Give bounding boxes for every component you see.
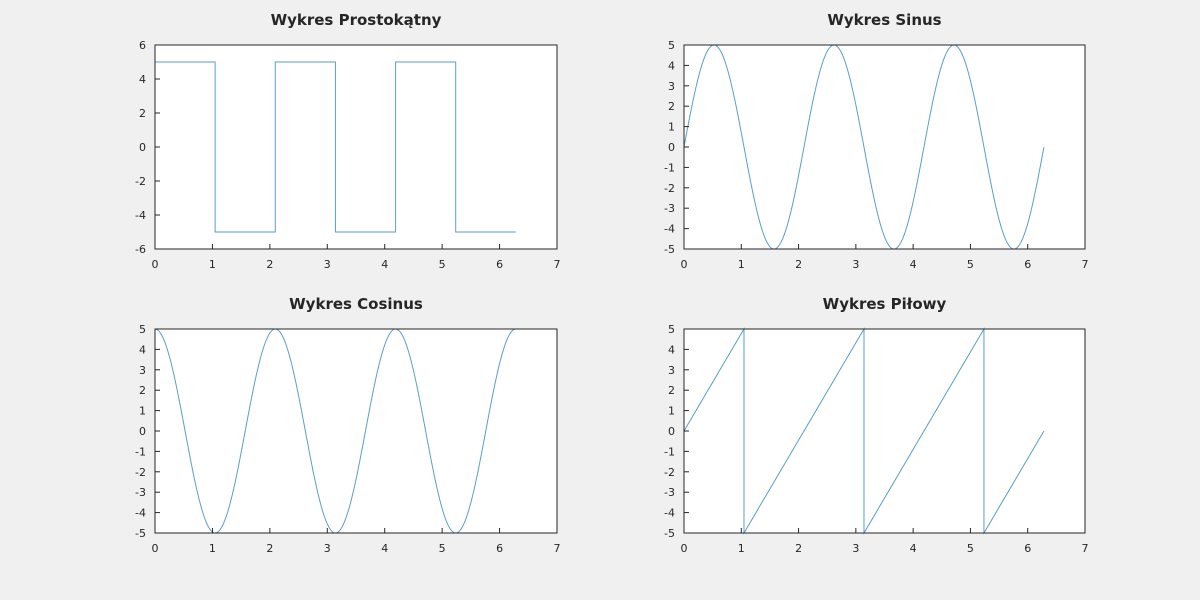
x-tick-label: 4 bbox=[910, 258, 917, 271]
y-tick-label: 4 bbox=[668, 343, 675, 356]
x-tick-label: 0 bbox=[681, 258, 688, 271]
y-tick-label: 2 bbox=[139, 107, 146, 120]
plot-area bbox=[155, 329, 557, 533]
y-tick-label: 3 bbox=[139, 364, 146, 377]
subplot-square: 0 1 2 3 4 5 6 7 -6 -4 -2 0 2 4 6 Wykres Prostokątny bbox=[135, 11, 560, 271]
y-tick-label: -4 bbox=[664, 507, 675, 520]
y-tick-label: -4 bbox=[135, 209, 146, 222]
series-line bbox=[155, 61, 516, 233]
x-tick-label: 2 bbox=[795, 542, 802, 555]
x-tick-label: 5 bbox=[439, 542, 446, 555]
y-tick-label: 3 bbox=[668, 80, 675, 93]
x-tick-label: 1 bbox=[209, 258, 216, 271]
y-tick-label: 5 bbox=[668, 323, 675, 336]
y-tick-label: -1 bbox=[664, 161, 675, 174]
y-tick-label: 4 bbox=[139, 73, 146, 86]
x-tick-label: 6 bbox=[496, 542, 503, 555]
y-tick-label: 2 bbox=[139, 384, 146, 397]
y-tick-label: 3 bbox=[668, 364, 675, 377]
x-tick-label: 4 bbox=[381, 258, 388, 271]
series-line bbox=[683, 327, 1045, 535]
x-tick-label: 1 bbox=[209, 542, 216, 555]
x-tick-label: 5 bbox=[967, 542, 974, 555]
y-tick-label: 0 bbox=[668, 425, 675, 438]
subplot-sine: 0 1 2 3 4 5 6 7 -5 -4 -3 -2 -1 0 1 2 3 4 5 Wykres Sinus bbox=[664, 11, 1088, 271]
y-tick-label: 2 bbox=[668, 100, 675, 113]
y-tick-label: -2 bbox=[664, 182, 675, 195]
x-tick-label: 4 bbox=[910, 542, 917, 555]
x-tick-label: 0 bbox=[681, 542, 688, 555]
y-tick-label: -1 bbox=[664, 445, 675, 458]
y-tick-label: -3 bbox=[135, 486, 146, 499]
y-tick-label: -4 bbox=[135, 507, 146, 520]
y-tick-label: 0 bbox=[668, 141, 675, 154]
x-tick-label: 5 bbox=[967, 258, 974, 271]
x-tick-label: 7 bbox=[554, 542, 561, 555]
y-tick-label: 4 bbox=[139, 343, 146, 356]
y-tick-label: 5 bbox=[139, 323, 146, 336]
y-tick-label: 1 bbox=[139, 405, 146, 418]
x-tick-label: 1 bbox=[738, 542, 745, 555]
x-tick-label: 3 bbox=[324, 258, 331, 271]
y-tick-label: -3 bbox=[664, 486, 675, 499]
y-tick-label: -6 bbox=[135, 243, 146, 256]
chart-title: Wykres Piłowy bbox=[823, 295, 947, 313]
x-tick-label: 7 bbox=[1082, 542, 1089, 555]
chart-title: Wykres Sinus bbox=[827, 11, 941, 29]
x-tick-label: 2 bbox=[266, 258, 273, 271]
y-tick-label: 5 bbox=[668, 39, 675, 52]
x-tick-label: 7 bbox=[1082, 258, 1089, 271]
y-tick-label: 6 bbox=[139, 39, 146, 52]
x-tick-label: 6 bbox=[496, 258, 503, 271]
y-tick-label: -5 bbox=[135, 527, 146, 540]
x-tick-label: 2 bbox=[795, 258, 802, 271]
x-tick-label: 3 bbox=[852, 258, 859, 271]
chart-title: Wykres Prostokątny bbox=[271, 11, 442, 29]
y-tick-label: -2 bbox=[135, 175, 146, 188]
y-tick-label: 2 bbox=[668, 384, 675, 397]
y-tick-label: 1 bbox=[668, 121, 675, 134]
y-tick-label: 1 bbox=[668, 405, 675, 418]
x-tick-label: 7 bbox=[554, 258, 561, 271]
x-tick-label: 3 bbox=[324, 542, 331, 555]
y-tick-label: -3 bbox=[664, 202, 675, 215]
x-tick-label: 4 bbox=[381, 542, 388, 555]
y-tick-label: 0 bbox=[139, 141, 146, 154]
y-tick-label: -2 bbox=[664, 466, 675, 479]
x-tick-label: 0 bbox=[152, 258, 159, 271]
y-tick-label: -1 bbox=[135, 445, 146, 458]
series-line bbox=[683, 44, 1045, 250]
x-tick-label: 6 bbox=[1024, 258, 1031, 271]
y-tick-label: -5 bbox=[664, 527, 675, 540]
y-tick-label: -4 bbox=[664, 223, 675, 236]
plot-area bbox=[684, 45, 1085, 249]
plot-area bbox=[155, 45, 557, 249]
subplot-sawtooth: 0 1 2 3 4 5 6 7 -5 -4 -3 -2 -1 0 1 2 3 4 5 Wykres Piłowy bbox=[664, 295, 1088, 555]
x-tick-label: 5 bbox=[439, 258, 446, 271]
x-tick-label: 0 bbox=[152, 542, 159, 555]
chart-title: Wykres Cosinus bbox=[289, 295, 423, 313]
y-tick-label: 4 bbox=[668, 59, 675, 72]
subplot-cosine: 0 1 2 3 4 5 6 7 -5 -4 -3 -2 -1 0 1 2 3 4 5 Wykres Cosinus bbox=[135, 295, 560, 555]
x-tick-label: 3 bbox=[852, 542, 859, 555]
y-tick-label: 0 bbox=[139, 425, 146, 438]
y-tick-label: -5 bbox=[664, 243, 675, 256]
x-tick-label: 2 bbox=[266, 542, 273, 555]
x-tick-label: 6 bbox=[1024, 542, 1031, 555]
x-tick-label: 1 bbox=[738, 258, 745, 271]
y-tick-label: -2 bbox=[135, 466, 146, 479]
